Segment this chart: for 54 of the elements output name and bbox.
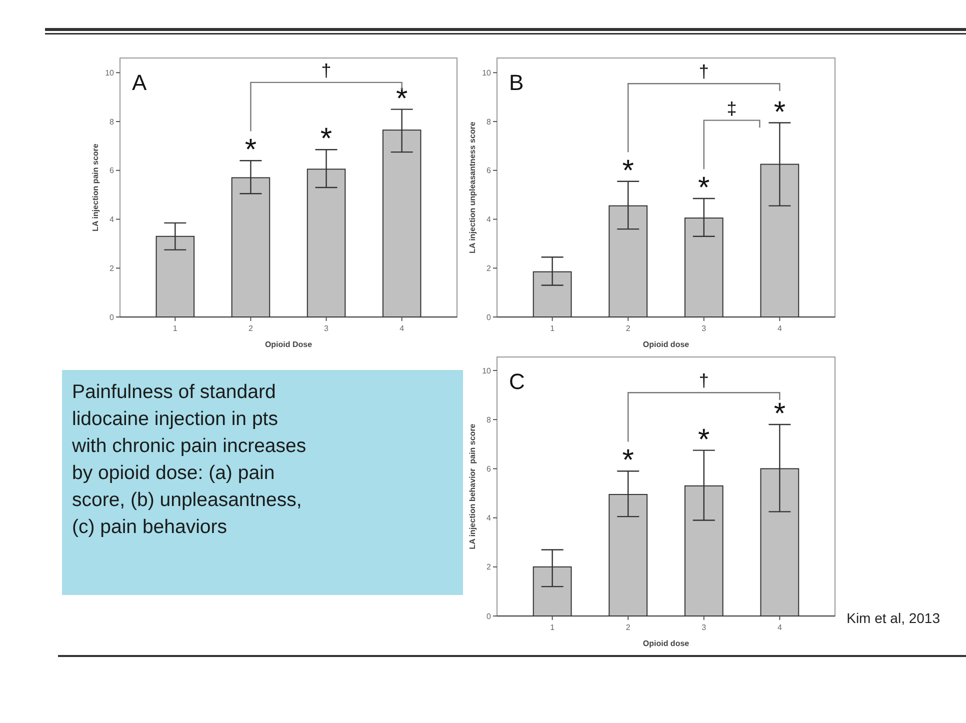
x-tick-label: 4 (400, 324, 405, 333)
annotation: * (774, 398, 786, 431)
y-tick-label: 4 (110, 215, 115, 224)
y-axis-title: LA injection behavior pain score (468, 423, 477, 550)
y-tick-label: 6 (110, 166, 115, 176)
x-tick-label: 3 (702, 324, 707, 333)
y-tick-label: 0 (486, 312, 492, 322)
text: C (509, 369, 525, 394)
y-axis-title: LA injection unpleasantness score (468, 121, 477, 254)
annotation: ‡ (726, 98, 737, 118)
annotation: * (244, 134, 257, 167)
annotation: * (622, 154, 634, 188)
y-tick-label: 10 (105, 68, 115, 78)
x-tick-label: 3 (324, 324, 330, 333)
text: A (132, 70, 147, 95)
x-tick-label: 4 (777, 623, 782, 632)
x-tick-label: 1 (550, 324, 556, 333)
x-axis-title: Opioid Dose (264, 340, 313, 349)
y-tick-label: 2 (486, 264, 492, 273)
x-tick-label: 4 (777, 324, 782, 333)
annotation: * (320, 122, 332, 156)
annotation: * (774, 96, 786, 129)
annotation: † (698, 62, 709, 82)
x-tick-label: 2 (626, 623, 631, 632)
annotation: * (396, 82, 408, 116)
annotation: * (622, 444, 634, 478)
y-tick-label: 0 (110, 312, 115, 322)
annotation: * (698, 171, 710, 204)
x-tick-label: 1 (172, 324, 178, 333)
text: B (509, 70, 524, 95)
y-tick-label: 2 (486, 562, 492, 572)
y-tick-label: 8 (486, 117, 492, 126)
y-tick-label: 4 (486, 514, 492, 523)
text: Painfulness of standard lidocaine injection in pts with chronic pain increases by opioid dose: (a) pain score, (b) unpleasantness, (c) pain behaviors (71, 381, 306, 538)
x-tick-label: 1 (550, 623, 556, 632)
y-tick-label: 10 (482, 366, 492, 376)
annotation: † (321, 60, 332, 80)
x-tick-label: 2 (626, 324, 631, 333)
x-axis-title: Opioid dose (642, 639, 690, 648)
y-tick-label: 10 (482, 68, 492, 78)
y-tick-label: 4 (486, 215, 492, 224)
y-axis-title: LA injection pain score (91, 143, 100, 232)
y-tick-label: 0 (486, 612, 492, 621)
x-tick-label: 2 (248, 324, 254, 333)
annotation: * (698, 423, 710, 456)
x-tick-label: 3 (702, 623, 707, 632)
x-axis-title: Opioid dose (642, 340, 690, 349)
y-tick-label: 2 (110, 264, 115, 273)
y-tick-label: 8 (110, 117, 115, 126)
text: Kim et al, 2013 (846, 610, 940, 626)
y-tick-label: 8 (486, 415, 492, 424)
y-tick-label: 6 (486, 166, 492, 176)
y-tick-label: 6 (486, 464, 492, 474)
annotation: † (698, 370, 709, 391)
